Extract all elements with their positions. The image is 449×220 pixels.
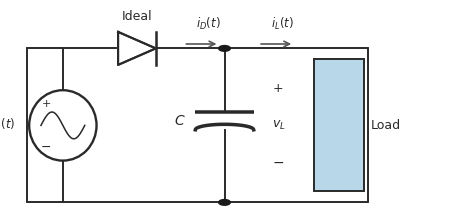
Circle shape [219,46,230,51]
Text: +: + [273,81,284,95]
Text: $i_D(t)$: $i_D(t)$ [196,16,220,32]
Polygon shape [118,32,156,65]
Text: −: − [41,141,51,154]
Text: $v_s(t)$: $v_s(t)$ [0,117,16,134]
Bar [314,59,364,191]
Circle shape [219,200,230,205]
Text: $v_L$: $v_L$ [272,119,285,132]
Text: −: − [273,156,284,170]
Text: $i_L(t)$: $i_L(t)$ [271,16,295,32]
Text: Ideal: Ideal [122,10,152,23]
Text: C: C [174,114,184,128]
Text: +: + [41,99,51,109]
Text: Load: Load [370,119,401,132]
